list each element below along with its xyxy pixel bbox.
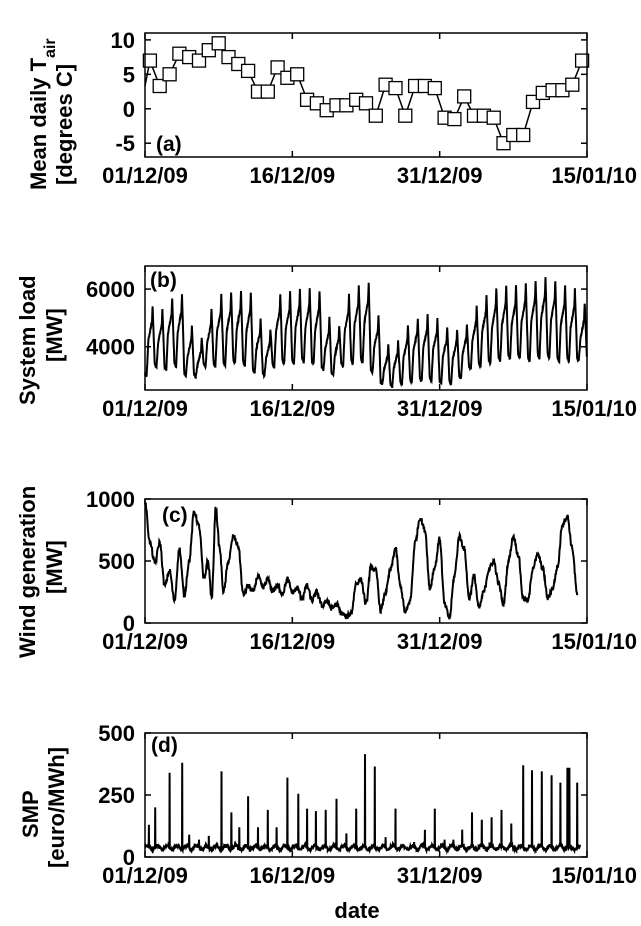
panel-b-ylabel-line1: System load xyxy=(15,275,40,405)
temperature-marker xyxy=(486,110,501,125)
x-tick-label: 31/12/09 xyxy=(397,863,483,888)
temperature-markers xyxy=(142,36,590,151)
panel-b-system-load: 4000 6000 01/12/09 16/12/09 31/12/09 15/01/1… xyxy=(15,265,637,421)
temperature-marker xyxy=(211,36,226,51)
temperature-marker xyxy=(427,80,442,96)
temperature-marker xyxy=(368,108,383,123)
x-tick-label: 15/01/10 xyxy=(551,629,637,654)
temperature-marker xyxy=(240,63,256,79)
temperature-marker xyxy=(270,60,285,75)
temperature-marker xyxy=(260,84,275,99)
panel-a-label: (a) xyxy=(156,133,182,156)
temperature-marker xyxy=(398,108,413,123)
x-tick-label: 01/12/09 xyxy=(102,396,188,421)
panel-c-ylabel-line2: [MW] xyxy=(42,540,67,594)
y-tick-label: 4000 xyxy=(86,335,135,360)
wind-generation-line xyxy=(144,502,579,620)
x-tick-label: 31/12/09 xyxy=(397,396,483,421)
panel-d-smp: 0 250 500 01/12/09 16/12/09 31/12/09 15/01/10… xyxy=(18,721,637,888)
y-tick-label: 500 xyxy=(98,549,135,574)
temperature-marker xyxy=(162,67,177,82)
temperature-marker xyxy=(388,80,403,96)
y-tick-label: 0 xyxy=(123,611,135,636)
x-tick-label: 31/12/09 xyxy=(397,629,483,654)
panel-b-x-ticks: 01/12/09 16/12/09 31/12/09 15/01/10 xyxy=(102,266,637,421)
x-tick-label: 16/12/09 xyxy=(250,163,336,188)
panel-a-x-ticks: 01/12/09 16/12/09 31/12/09 15/01/10 xyxy=(102,33,637,188)
temperature-marker xyxy=(358,96,374,111)
panel-a-ylabel-line2: [degrees C] xyxy=(52,64,77,185)
temperature-marker xyxy=(516,127,531,143)
temperature-marker xyxy=(447,111,462,127)
x-tick-label: 01/12/09 xyxy=(102,863,188,888)
panel-b-y-ticks: 4000 6000 xyxy=(86,277,587,360)
y-tick-label: 500 xyxy=(98,721,135,746)
panel-a-axes-box xyxy=(144,32,588,158)
y-tick-label: 5 xyxy=(123,62,135,87)
y-tick-label: 6000 xyxy=(86,277,135,302)
y-tick-label: -5 xyxy=(115,131,135,156)
temperature-marker xyxy=(290,67,305,82)
x-tick-label: 16/12/09 xyxy=(250,863,336,888)
x-tick-label: 16/12/09 xyxy=(250,396,336,421)
panel-d-ylabel-line1: SMP xyxy=(18,790,43,838)
y-tick-label: 0 xyxy=(123,97,135,122)
temperature-marker xyxy=(565,77,580,92)
panel-c-x-ticks: 01/12/09 16/12/09 31/12/09 15/01/10 xyxy=(102,499,637,654)
temperature-marker xyxy=(152,78,167,94)
x-tick-label: 15/01/10 xyxy=(551,863,637,888)
x-tick-label: 15/01/10 xyxy=(551,163,637,188)
y-tick-label: 1000 xyxy=(86,487,135,512)
panel-a-ylabel-line1: Mean daily Tair xyxy=(26,38,59,190)
x-axis-label: date xyxy=(334,898,379,923)
x-tick-label: 15/01/10 xyxy=(551,396,637,421)
y-tick-label: 10 xyxy=(111,28,135,53)
panel-b-axes-box xyxy=(144,265,588,391)
x-tick-label: 01/12/09 xyxy=(102,163,188,188)
panel-d-x-ticks: 01/12/09 16/12/09 31/12/09 15/01/10 xyxy=(102,733,637,888)
panel-b-label: (b) xyxy=(150,269,177,292)
panel-b-ylabel-line2: [MW] xyxy=(42,308,67,362)
panel-c-ylabel-line1: Wind generation xyxy=(15,486,40,658)
y-tick-label: 250 xyxy=(98,783,135,808)
panel-d-y-ticks: 0 250 500 xyxy=(98,721,587,870)
smp-line xyxy=(144,754,581,855)
temperature-marker xyxy=(142,53,158,68)
y-tick-label: 0 xyxy=(123,845,135,870)
panel-d-ylabel-line2: [euro/MWh] xyxy=(44,747,69,868)
panel-c-label: (c) xyxy=(162,504,188,527)
panel-a-y-ticks: -5 0 5 10 xyxy=(111,28,587,156)
temperature-marker xyxy=(457,89,472,104)
panel-c-y-ticks: 0 500 1000 xyxy=(86,487,587,636)
x-tick-label: 31/12/09 xyxy=(397,163,483,188)
x-tick-label: 16/12/09 xyxy=(250,629,336,654)
panel-c-wind-generation: 0 500 1000 01/12/09 16/12/09 31/12/09 15/01/1… xyxy=(15,486,637,658)
x-tick-label: 01/12/09 xyxy=(102,629,188,654)
temperature-marker xyxy=(574,53,590,68)
panel-d-label: (d) xyxy=(151,734,178,757)
system-load-line xyxy=(144,277,588,388)
